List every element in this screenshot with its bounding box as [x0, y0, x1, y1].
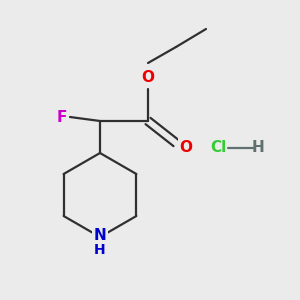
Text: H: H	[94, 243, 106, 257]
Text: Cl: Cl	[210, 140, 226, 155]
Text: O: O	[142, 70, 154, 85]
Text: F: F	[57, 110, 67, 124]
Text: O: O	[179, 140, 193, 154]
Text: N: N	[94, 227, 106, 242]
Text: H: H	[252, 140, 264, 155]
